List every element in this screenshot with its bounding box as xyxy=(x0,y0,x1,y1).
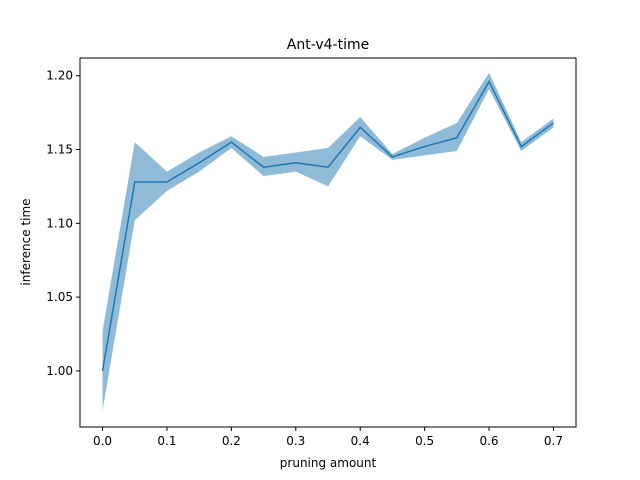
x-tick-label-3: 0.3 xyxy=(286,434,305,448)
y-tick-label-3: 1.15 xyxy=(46,143,73,157)
x-tick-label-7: 0.7 xyxy=(544,434,563,448)
series-0-line xyxy=(101,80,554,372)
axes-frame xyxy=(79,57,577,428)
x-axis-label: pruning amount xyxy=(280,456,377,470)
series-0-band xyxy=(102,72,554,411)
y-axis-label: inference time xyxy=(19,198,33,285)
x-tick-label-6: 0.6 xyxy=(479,434,498,448)
x-axis: 0.0 0.1 0.2 0.3 0.4 0.5 0.6 0.7 xyxy=(93,427,563,448)
x-tick-label-5: 0.5 xyxy=(415,434,434,448)
y-tick-label-1: 1.05 xyxy=(46,290,73,304)
x-tick-label-1: 0.1 xyxy=(157,434,176,448)
plot-area xyxy=(101,72,554,411)
y-axis: 1.00 1.05 1.10 1.15 1.20 xyxy=(46,69,80,378)
x-tick-label-2: 0.2 xyxy=(222,434,241,448)
y-tick-label-4: 1.20 xyxy=(46,69,73,83)
chart-title: Ant-v4-time xyxy=(287,37,370,53)
x-tick-label-0: 0.0 xyxy=(93,434,112,448)
y-tick-label-2: 1.10 xyxy=(46,216,73,230)
x-tick-label-4: 0.4 xyxy=(351,434,370,448)
y-tick-label-0: 1.00 xyxy=(46,364,73,378)
